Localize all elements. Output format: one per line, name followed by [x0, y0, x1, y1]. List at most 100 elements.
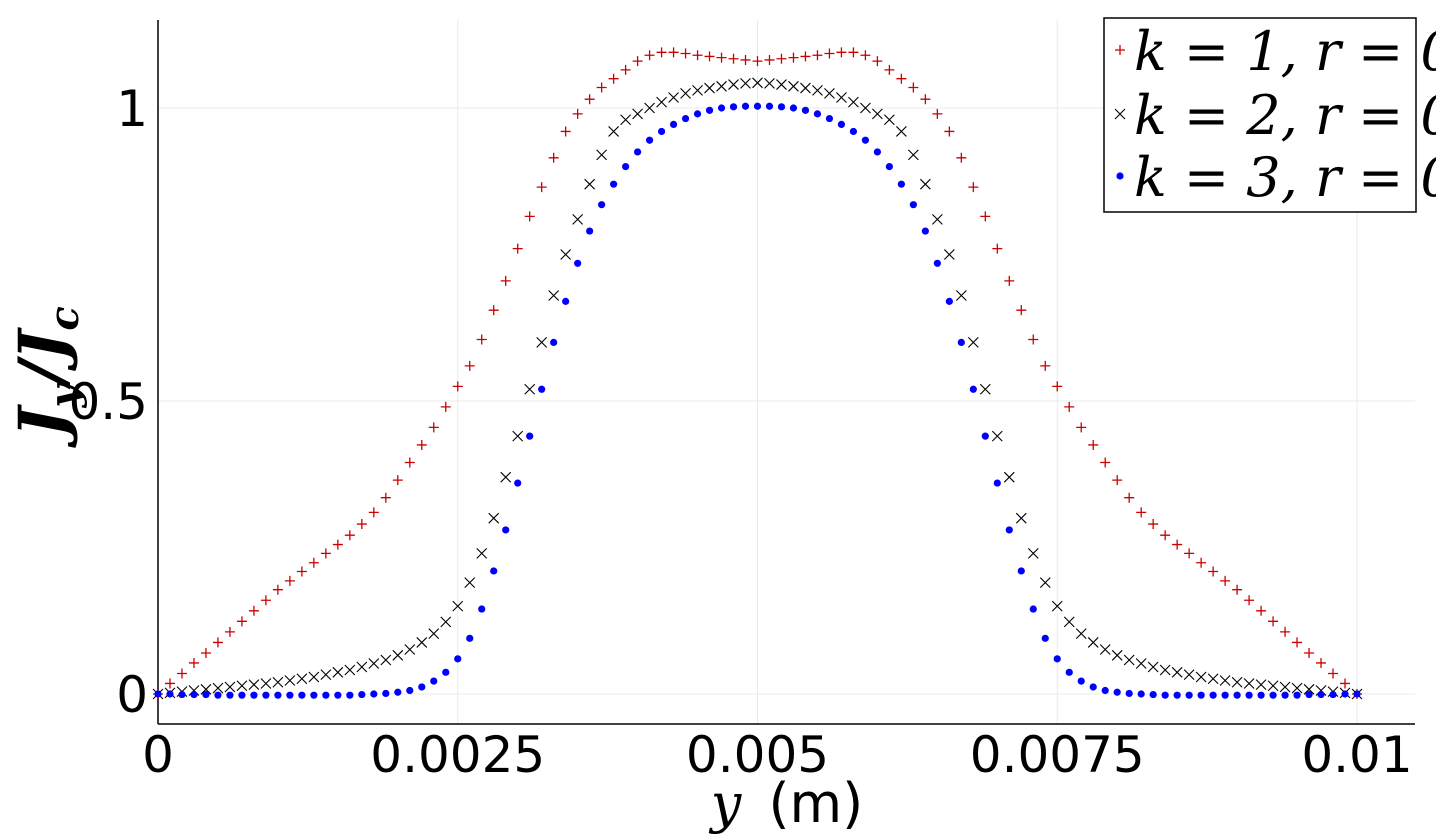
data-point	[860, 50, 871, 61]
data-point	[452, 381, 463, 392]
data-point	[895, 126, 907, 137]
data-point	[176, 668, 187, 679]
data-point	[562, 297, 570, 305]
data-point	[1243, 678, 1255, 689]
data-point	[1184, 548, 1195, 559]
data-point	[560, 249, 572, 260]
data-point	[957, 338, 965, 346]
data-point	[776, 79, 787, 90]
data-point	[524, 211, 535, 222]
data-point	[212, 682, 224, 694]
data-point	[332, 666, 344, 678]
legend-entry: k = 3, r = 0	[1116, 146, 1436, 209]
data-point	[296, 673, 308, 685]
data-point	[1077, 677, 1085, 685]
data-point	[789, 104, 798, 112]
data-point	[1209, 691, 1217, 699]
x-tick-label: 0.01	[1301, 726, 1412, 784]
data-point	[202, 690, 210, 699]
data-point	[428, 628, 440, 640]
data-point	[812, 50, 823, 61]
data-point	[262, 691, 270, 699]
data-point	[238, 691, 246, 699]
data-point	[813, 110, 822, 118]
data-point	[226, 691, 234, 699]
legend-entry: k = 1, r = 0	[1115, 20, 1436, 83]
data-point	[224, 626, 235, 637]
series-layer	[152, 47, 1363, 700]
data-point	[740, 54, 751, 65]
data-point	[320, 669, 332, 681]
data-point	[1027, 547, 1039, 559]
data-point	[897, 180, 905, 188]
data-point	[394, 688, 402, 696]
y-tick-label: 1	[116, 80, 148, 138]
data-point	[1232, 584, 1243, 595]
data-point	[872, 108, 883, 120]
data-point	[190, 690, 198, 699]
data-point	[752, 77, 763, 89]
data-point	[512, 430, 524, 442]
data-point	[1233, 691, 1241, 699]
data-point	[1052, 381, 1063, 392]
data-point	[620, 114, 631, 126]
data-point	[344, 530, 355, 541]
data-point	[1197, 691, 1205, 699]
data-point	[296, 566, 307, 577]
data-point	[164, 678, 175, 689]
data-point	[560, 126, 571, 137]
data-point	[717, 104, 726, 112]
data-point	[764, 54, 775, 65]
data-point	[764, 77, 775, 89]
data-point	[1112, 475, 1123, 486]
data-point	[358, 690, 366, 699]
data-point	[284, 575, 295, 586]
data-point	[1029, 605, 1037, 613]
data-point	[550, 338, 558, 346]
data-point	[716, 52, 727, 63]
data-point	[801, 106, 810, 114]
data-point	[1256, 605, 1267, 616]
series-1	[153, 47, 1362, 699]
data-point	[1195, 671, 1207, 683]
data-point	[1303, 683, 1315, 695]
data-point	[548, 290, 560, 301]
data-point	[955, 290, 967, 301]
data-point	[1196, 557, 1207, 568]
data-point	[200, 683, 212, 695]
data-point	[1255, 679, 1267, 691]
data-point	[596, 149, 608, 161]
data-point	[538, 385, 546, 393]
data-point	[1123, 654, 1135, 666]
data-point	[1124, 492, 1135, 503]
data-point	[1148, 519, 1159, 530]
data-point	[644, 102, 655, 114]
data-point	[668, 92, 679, 103]
data-point	[849, 127, 858, 136]
x-tick-label: 0.0025	[370, 726, 545, 784]
data-point	[524, 383, 536, 395]
data-point	[1220, 575, 1231, 586]
data-point	[1304, 647, 1315, 658]
x-tick-label: 0	[142, 726, 174, 784]
data-point	[454, 655, 462, 663]
data-point	[692, 85, 703, 96]
y-axis-title-sub: y	[41, 381, 88, 408]
data-point	[1221, 691, 1229, 699]
data-point	[308, 671, 320, 683]
data-point	[236, 680, 248, 692]
data-point	[382, 689, 390, 698]
data-point	[1341, 690, 1349, 698]
data-point	[572, 108, 583, 119]
data-point	[1039, 577, 1051, 589]
data-point	[440, 616, 452, 628]
data-point	[680, 87, 691, 99]
data-point	[752, 56, 763, 67]
data-point	[1028, 334, 1039, 345]
data-point	[837, 120, 846, 129]
data-point	[250, 691, 258, 699]
data-point	[1340, 678, 1351, 689]
data-point	[741, 102, 750, 110]
data-point	[979, 383, 991, 395]
